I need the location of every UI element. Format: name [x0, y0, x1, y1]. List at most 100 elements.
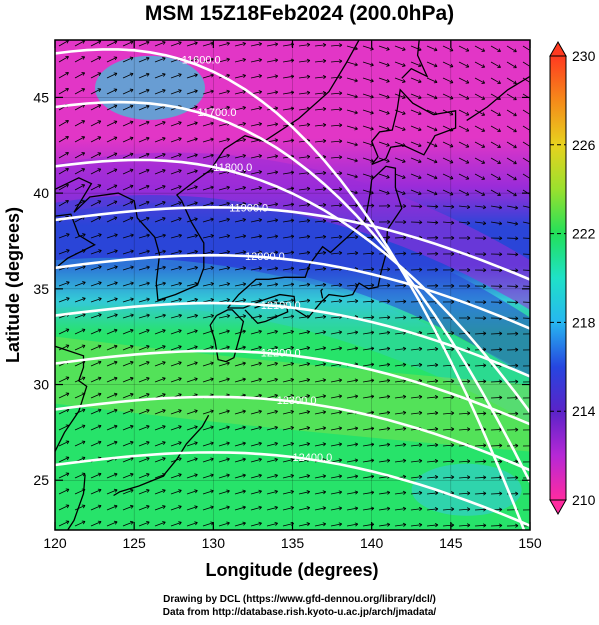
wind-arrow: [106, 265, 118, 271]
credit-data-source: Data from http://database.rish.kyoto-u.a…: [162, 607, 437, 618]
wind-arrow: [314, 442, 327, 447]
wind-arrow: [282, 74, 295, 79]
wind-arrow: [74, 233, 86, 239]
wind-arrow: [362, 330, 375, 335]
wind-arrow: [138, 200, 150, 207]
x-tick-label: 125: [122, 535, 146, 551]
wind-arrow: [314, 314, 327, 319]
wind-arrow: [522, 509, 530, 511]
coast-shandong: [55, 213, 96, 267]
wind-arrow: [506, 316, 519, 321]
wind-arrow: [186, 329, 198, 335]
wind-arrow: [250, 234, 263, 239]
wind-arrow: [314, 522, 327, 527]
wind-arrow: [58, 392, 70, 399]
wind-arrow: [394, 157, 406, 163]
wind-arrow: [266, 74, 279, 79]
wind-arrow: [426, 141, 438, 148]
wind-arrow: [154, 329, 166, 335]
wind-arrow: [314, 266, 327, 271]
wind-arrow: [426, 109, 438, 116]
wind-arrow: [122, 104, 134, 111]
wind-arrow: [74, 168, 86, 175]
wind-arrow: [378, 426, 391, 431]
wind-arrow: [410, 315, 423, 320]
wind-arrow: [218, 473, 230, 479]
wind-arrow: [170, 153, 182, 159]
wind-arrow: [330, 234, 343, 240]
wind-arrow: [90, 168, 102, 175]
wind-arrow: [106, 168, 118, 175]
wind-arrow: [202, 153, 214, 159]
wind-arrow: [298, 346, 311, 351]
wind-arrow: [218, 361, 230, 367]
wind-arrow: [426, 204, 439, 209]
wind-arrow: [266, 234, 279, 239]
wind-arrow: [186, 217, 198, 223]
wind-arrow: [90, 488, 102, 495]
wind-arrow: [74, 88, 86, 95]
wind-arrow: [346, 442, 359, 447]
wind-arrow: [282, 58, 295, 63]
x-tick-label: 140: [360, 535, 384, 551]
wind-arrow: [522, 301, 530, 303]
wind-arrow: [218, 89, 230, 95]
wind-arrow: [378, 394, 391, 399]
wind-arrow: [250, 250, 263, 255]
wind-arrow: [314, 426, 327, 431]
wind-arrow: [442, 109, 454, 116]
wind-arrow: [106, 184, 118, 191]
wind-arrow: [394, 315, 407, 320]
x-tick-label: 145: [439, 535, 463, 551]
wind-arrow: [362, 283, 375, 288]
wind-arrow: [122, 136, 134, 143]
wind-arrow: [490, 268, 503, 273]
wind-arrow: [170, 249, 182, 255]
wind-arrow: [154, 185, 166, 191]
wind-arrow: [490, 173, 501, 180]
wind-arrow: [426, 235, 439, 240]
wind-arrow: [506, 173, 517, 181]
wind-arrow: [442, 235, 455, 240]
wind-arrow: [410, 362, 423, 367]
wind-arrow: [154, 521, 166, 527]
wind-arrow: [250, 42, 263, 47]
wind-arrow: [378, 203, 391, 208]
wind-arrow: [250, 170, 263, 175]
wind-arrow: [218, 441, 230, 447]
wind-arrow: [122, 168, 134, 175]
wind-arrow: [202, 89, 214, 95]
wind-arrow: [426, 443, 439, 448]
wind-arrow: [74, 408, 86, 415]
wind-arrow: [506, 45, 517, 53]
wind-arrow: [170, 441, 182, 447]
wind-arrow: [154, 153, 166, 159]
wind-arrow: [378, 141, 390, 147]
wind-arrow: [490, 284, 503, 289]
wind-arrow: [170, 345, 182, 351]
wind-arrow: [410, 346, 423, 351]
wind-arrow: [378, 283, 391, 288]
wind-arrow: [378, 109, 390, 115]
wind-arrow: [154, 41, 166, 47]
wind-arrow: [218, 217, 230, 223]
wind-arrow: [314, 234, 327, 239]
wind-arrow: [186, 121, 198, 127]
wind-arrow: [522, 221, 530, 224]
wind-arrow: [154, 505, 166, 511]
wind-arrow: [106, 233, 118, 239]
wind-arrow: [202, 121, 214, 127]
wind-arrow: [314, 506, 327, 511]
wind-arrow: [170, 185, 182, 191]
wind-arrow: [330, 59, 343, 64]
wind-arrow: [58, 328, 70, 335]
wind-arrow: [346, 346, 359, 351]
wind-arrow: [298, 506, 311, 511]
wind-arrow: [234, 314, 247, 319]
wind-arrow: [266, 314, 279, 319]
wind-arrow: [474, 491, 487, 496]
wind-arrow: [346, 458, 359, 463]
wind-arrow: [138, 361, 150, 367]
wind-arrow: [282, 377, 294, 383]
wind-arrow: [58, 199, 69, 207]
